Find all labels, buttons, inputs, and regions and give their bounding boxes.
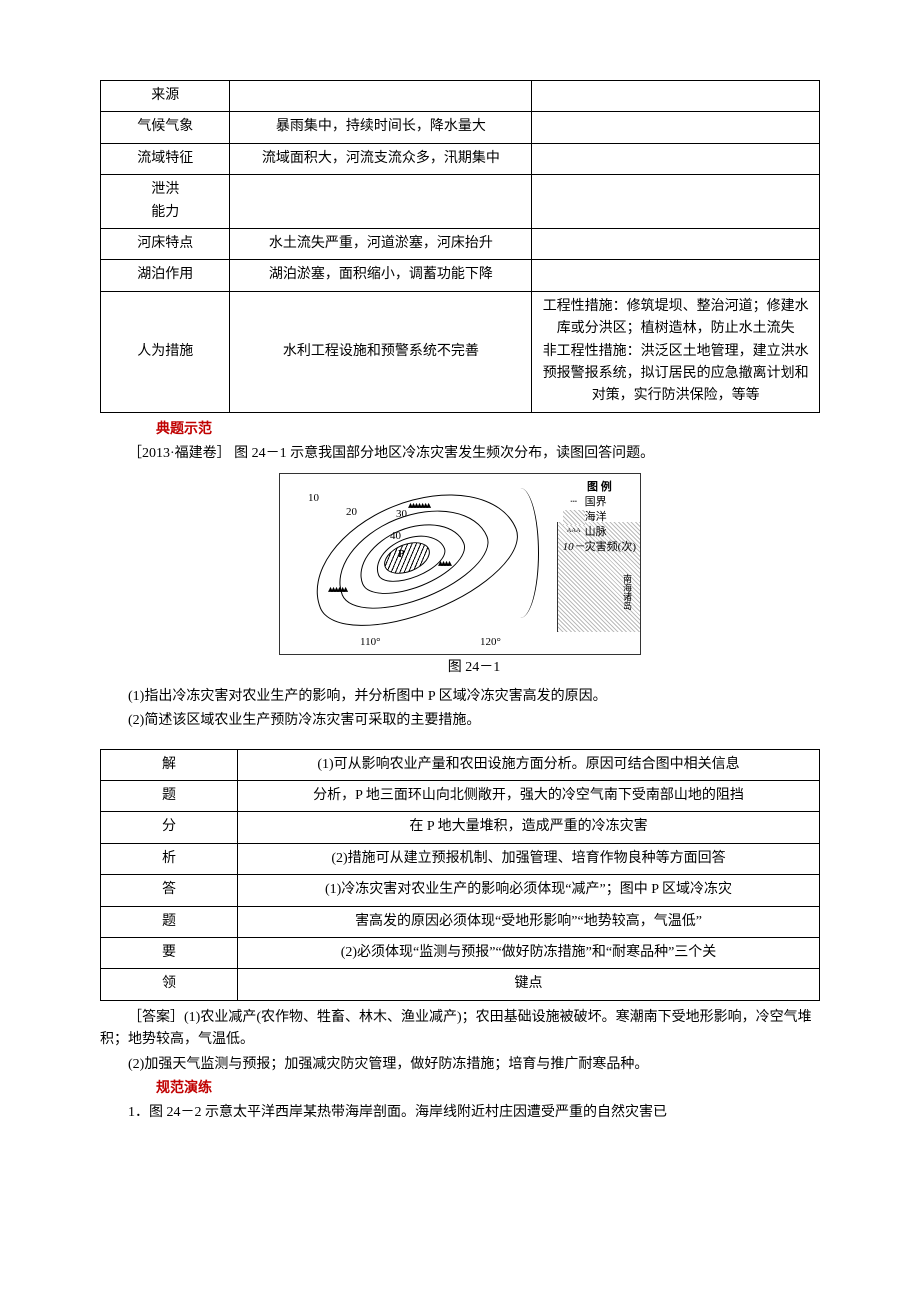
answer-block-1: ［答案］(1)农业减产(农作物、牲畜、林木、渔业减产)；农田基础设施被破坏。寒潮… — [100, 1007, 820, 1052]
table1-cell — [230, 175, 532, 229]
answer-label: ［答案］ — [128, 1010, 184, 1025]
legend-sym-0: ┄ — [563, 495, 585, 510]
legend-row-1: 海洋 — [563, 510, 636, 525]
table1-cell: 流域面积大，河流支流众多，汛期集中 — [230, 143, 532, 174]
land-area: 10 20 30 40 P ▴▴▴▴▴▴ ▴▴▴▴▴▴▴ ▴▴▴▴ — [288, 484, 548, 634]
legend-sym-1 — [563, 510, 585, 525]
contour-label-30: 30 — [396, 506, 407, 524]
table1-cell — [532, 260, 820, 291]
table2-label-cell: 析 — [101, 843, 238, 874]
table2-content-cell: (2)必须体现“监测与预报”“做好防冻措施”和“耐寒品种”三个关 — [238, 937, 820, 968]
mountain-symbol-1: ▴▴▴▴▴▴ — [328, 582, 346, 598]
table1-cell: 湖泊淤塞，面积缩小，调蓄功能下降 — [230, 260, 532, 291]
table1-cell — [532, 112, 820, 143]
legend-sym-2: ᴬᴬᴬ — [563, 525, 585, 540]
figure-caption: 图 24－1 — [100, 657, 820, 679]
answer-1: (1)农业减产(农作物、牲畜、林木、渔业减产)；农田基础设施被破坏。寒潮南下受地… — [100, 1010, 812, 1047]
legend-label-3: 灾害频(次) — [585, 541, 636, 553]
contour-label-10: 10 — [308, 490, 319, 508]
contour-label-40: 40 — [390, 528, 401, 546]
legend-row-2: ᴬᴬᴬ山脉 — [563, 525, 636, 540]
analysis-table: 解(1)可从影响农业产量和农田设施方面分析。原因可结合图中相关信息题分析，P 地… — [100, 749, 820, 1001]
table2-content-cell: (1)冷冻灾害对农业生产的影响必须体现“减产”；图中 P 区域冷冻灾 — [238, 875, 820, 906]
table2-content-cell: 在 P 地大量堆积，造成严重的冷冻灾害 — [238, 812, 820, 843]
table1-cell: 工程性措施：修筑堤坝、整治河道；修建水库或分洪区；植树造林，防止水土流失 非工程… — [532, 291, 820, 412]
table1-cell — [532, 228, 820, 259]
legend-label-1: 海洋 — [585, 511, 607, 523]
legend-label-2: 山脉 — [585, 526, 607, 538]
question-1: (1)指出冷冻灾害对农业生产的影响，并分析图中 P 区域冷冻灾害高发的原因。 — [100, 686, 820, 708]
table1-cell: 暴雨集中，持续时间长，降水量大 — [230, 112, 532, 143]
table1-cell: 流域特征 — [101, 143, 230, 174]
table1-cell: 水利工程设施和预警系统不完善 — [230, 291, 532, 412]
example-heading: 典题示范 — [156, 422, 212, 437]
table2-content-cell: (1)可从影响农业产量和农田设施方面分析。原因可结合图中相关信息 — [238, 749, 820, 780]
island-label: 南海诸岛 — [620, 574, 634, 610]
legend-row-0: ┄国界 — [563, 495, 636, 510]
mountain-symbol-3: ▴▴▴▴ — [438, 556, 450, 572]
table2-content-cell: 分析，P 地三面环山向北侧敞开，强大的冷空气南下受南部山地的阻挡 — [238, 781, 820, 812]
table2-label-cell: 要 — [101, 937, 238, 968]
table2-content-cell: 键点 — [238, 969, 820, 1000]
table2-label-cell: 解 — [101, 749, 238, 780]
table1-cell: 气候气象 — [101, 112, 230, 143]
table1-cell: 河床特点 — [101, 228, 230, 259]
figure-24-1: 10 20 30 40 P ▴▴▴▴▴▴ ▴▴▴▴▴▴▴ ▴▴▴▴ 图 例 ┄国… — [279, 473, 641, 655]
practice-q1: 1．图 24－2 示意太平洋西岸某热带海岸剖面。海岸线附近村庄因遭受严重的自然灾… — [100, 1102, 820, 1124]
legend-label-0: 国界 — [585, 496, 607, 508]
table2-label-cell: 分 — [101, 812, 238, 843]
table1-cell — [532, 81, 820, 112]
factors-table: 来源气候气象暴雨集中，持续时间长，降水量大流域特征流域面积大，河流支流众多，汛期… — [100, 80, 820, 413]
table1-cell: 来源 — [101, 81, 230, 112]
table1-cell: 湖泊作用 — [101, 260, 230, 291]
table2-content-cell: 害高发的原因必须体现“受地形影响”“地势较高，气温低” — [238, 906, 820, 937]
table1-cell: 人为措施 — [101, 291, 230, 412]
xlabel-110: 110° — [360, 634, 381, 652]
question-2: (2)简述该区域农业生产预防冷冻灾害可采取的主要措施。 — [100, 710, 820, 732]
contour-label-20: 20 — [346, 504, 357, 522]
practice-heading: 规范演练 — [156, 1081, 212, 1096]
table1-cell: 泄洪 能力 — [101, 175, 230, 229]
table2-label-cell: 领 — [101, 969, 238, 1000]
table2-label-cell: 题 — [101, 906, 238, 937]
table2-label-cell: 答 — [101, 875, 238, 906]
example-source: ［2013·福建卷］ 图 24－1 示意我国部分地区冷冻灾害发生频次分布，读图回… — [100, 443, 820, 465]
answer-2: (2)加强天气监测与预报；加强减灾防灾管理，做好防冻措施；培育与推广耐寒品种。 — [100, 1054, 820, 1076]
table2-content-cell: (2)措施可从建立预报机制、加强管理、培育作物良种等方面回答 — [238, 843, 820, 874]
table2-label-cell: 题 — [101, 781, 238, 812]
legend-row-3: 10－灾害频(次) — [563, 540, 636, 555]
mountain-symbol-2: ▴▴▴▴▴▴▴ — [408, 498, 429, 514]
figure-legend: 图 例 ┄国界 海洋 ᴬᴬᴬ山脉 10－灾害频(次) — [563, 480, 636, 554]
table1-cell — [532, 175, 820, 229]
legend-title: 图 例 — [563, 480, 636, 495]
table1-cell — [532, 143, 820, 174]
table1-cell: 水土流失严重，河道淤塞，河床抬升 — [230, 228, 532, 259]
xlabel-120: 120° — [480, 634, 501, 652]
legend-sym-3: 10－ — [563, 540, 585, 555]
label-p: P — [398, 546, 405, 564]
table1-cell — [230, 81, 532, 112]
